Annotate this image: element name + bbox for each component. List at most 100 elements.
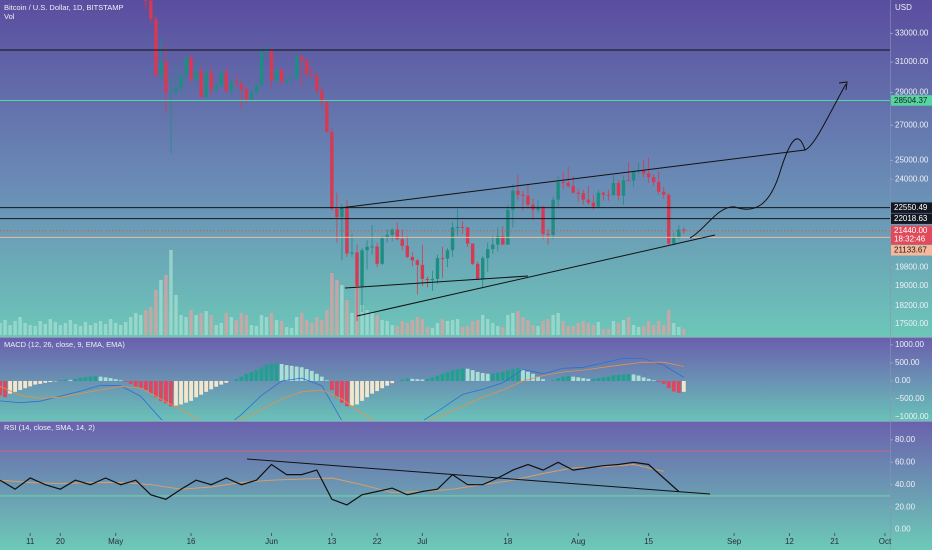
volume-bar <box>626 317 631 335</box>
volume-bar <box>284 327 289 335</box>
price-label: 21440.00 <box>894 226 928 235</box>
candle-body <box>239 84 244 90</box>
x-tick-label: 22 <box>373 537 382 546</box>
volume-bar <box>159 280 163 335</box>
volume-bar <box>657 321 661 335</box>
macd-histogram-bar <box>289 365 294 381</box>
macd-histogram-bar <box>128 380 133 384</box>
volume-bar <box>470 321 475 335</box>
candle-body <box>355 252 359 287</box>
macd-histogram-bar <box>571 376 576 381</box>
macd-histogram-bar <box>345 380 349 407</box>
y-tick-label: 0.00 <box>895 525 911 534</box>
macd-histogram-bar <box>360 380 364 401</box>
candle-body <box>264 50 269 52</box>
macd-histogram-bar <box>234 379 239 381</box>
candle-body <box>571 185 575 193</box>
candle-body <box>591 202 596 207</box>
macd-histogram-bar <box>440 373 445 381</box>
candle-body <box>370 246 374 248</box>
candle-body <box>149 0 153 20</box>
volume-bar <box>154 290 158 335</box>
volume-bar <box>576 323 580 335</box>
drawings <box>0 49 890 495</box>
macd-histogram-bar <box>244 373 249 381</box>
macd-histogram-bar <box>526 371 530 381</box>
volume-bar <box>129 317 133 335</box>
x-tick-label: 16 <box>187 537 196 546</box>
x-tick-label: 12 <box>785 537 794 546</box>
macd-histogram-bar <box>209 380 214 390</box>
macd-histogram-bar <box>194 380 199 398</box>
candle-body <box>289 78 294 80</box>
macd-histogram-bar <box>249 371 254 381</box>
macd-histogram-bar <box>541 379 545 381</box>
candle-body <box>475 263 480 279</box>
macd-histogram-bar <box>23 380 28 389</box>
macd-histogram-bar <box>400 379 405 381</box>
volume-bar <box>450 320 455 335</box>
macd-histogram-bar <box>380 380 385 389</box>
volume-bar <box>672 323 676 335</box>
macd-histogram-bar <box>671 380 676 392</box>
price-label-bg <box>891 95 932 106</box>
candle-body <box>460 226 465 228</box>
candle-body <box>269 50 274 81</box>
volume-bar <box>325 310 329 335</box>
volume-bar <box>415 317 420 335</box>
volume-bar <box>561 321 565 335</box>
macd-histogram-bar <box>174 380 178 406</box>
macd-histogram-bar <box>516 368 520 381</box>
macd-histogram-bar <box>314 373 319 381</box>
volume-bar <box>521 317 525 335</box>
macd-histogram-bar <box>606 376 611 381</box>
macd-histogram-bar <box>410 378 415 381</box>
macd-histogram-bar <box>616 374 621 381</box>
macd-histogram-bar <box>465 368 470 381</box>
macd-histogram-bar <box>224 380 229 383</box>
volume-bar <box>239 313 244 335</box>
candle-body <box>179 75 183 88</box>
volume-bar <box>460 327 465 335</box>
macd-histogram-bar <box>455 369 460 381</box>
candle-body <box>657 182 661 192</box>
volume-bar <box>340 285 344 335</box>
volume-bar <box>93 323 98 335</box>
candle-body <box>350 252 354 254</box>
volume-bar <box>299 313 304 335</box>
rsi-pane <box>0 450 890 506</box>
macd-histogram-bar <box>189 380 193 401</box>
macd-histogram-bar <box>294 366 299 381</box>
candle-body <box>581 193 585 200</box>
volume-bar <box>249 325 254 335</box>
volume-bar <box>149 307 153 335</box>
volume-bar <box>63 323 68 335</box>
volume-bar <box>118 325 123 335</box>
macd-histogram-bar <box>601 377 606 381</box>
volume-bar <box>360 305 364 335</box>
volume-bar <box>83 322 88 335</box>
macd-histogram-bar <box>536 376 540 381</box>
macd-histogram-bar <box>219 380 224 385</box>
macd-histogram-bar <box>500 371 505 381</box>
volume-bar <box>204 311 208 335</box>
candle-body <box>189 57 193 80</box>
candle-body <box>164 62 168 93</box>
x-tick-label: 15 <box>644 537 653 546</box>
price-label: 21133.67 <box>894 246 927 255</box>
candle-body <box>667 194 671 244</box>
macd-histogram-bar <box>113 379 118 381</box>
macd-histogram-bar <box>626 374 631 381</box>
price-label: 22550.49 <box>894 203 928 212</box>
price-label-bg <box>891 245 932 256</box>
macd-histogram-bar <box>651 380 656 381</box>
macd-histogram-bar <box>576 377 581 381</box>
macd-histogram-bar <box>18 380 23 391</box>
candle-body <box>596 192 601 207</box>
candle-body <box>521 194 525 196</box>
y-tick-label: 40.00 <box>895 480 916 489</box>
candle-body <box>365 246 369 251</box>
candle-body <box>576 192 580 194</box>
volume-bar <box>430 328 435 335</box>
volume-bar <box>38 321 42 335</box>
